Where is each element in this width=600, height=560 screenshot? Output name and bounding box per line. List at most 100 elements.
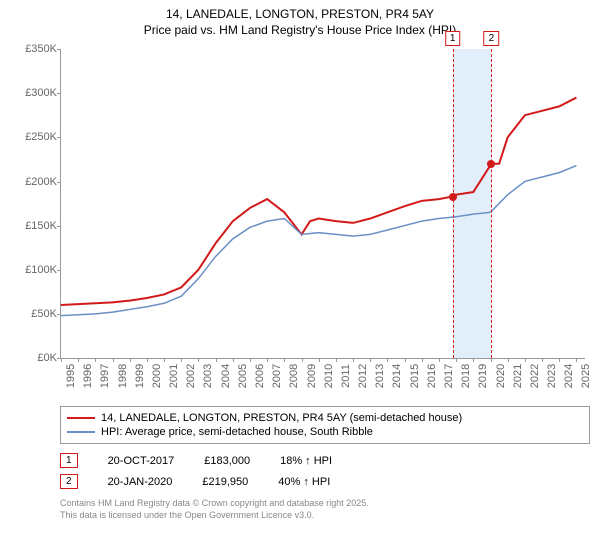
x-tick [164,358,165,362]
x-axis-label: 2004 [216,364,232,388]
event-badge: 2 [60,474,78,489]
y-axis-label: £200K [25,176,61,188]
x-tick [491,358,492,362]
chart-area: £0K£50K£100K£150K£200K£250K£300K£350K199… [10,44,590,404]
x-tick [113,358,114,362]
x-tick [267,358,268,362]
y-tick [57,226,61,227]
x-tick [542,358,543,362]
event-marker-dot [449,193,457,201]
event-date: 20-JAN-2020 [108,476,173,488]
x-axis-label: 2003 [198,364,214,388]
legend-row: HPI: Average price, semi-detached house,… [67,425,583,439]
x-tick [456,358,457,362]
events-table: 1 20-OCT-2017 £183,000 18% ↑ HPI 2 20-JA… [60,450,590,492]
event-badge: 1 [60,453,78,468]
x-tick [198,358,199,362]
x-axis-label: 2017 [439,364,455,388]
footer-line2: This data is licensed under the Open Gov… [60,510,590,522]
event-marker-line [453,49,454,358]
title-line2: Price paid vs. HM Land Registry's House … [10,23,590,39]
x-axis-label: 2018 [456,364,472,388]
x-tick [559,358,560,362]
event-marker-line [491,49,492,358]
x-tick [61,358,62,362]
event-marker-badge: 2 [484,31,500,46]
x-tick [216,358,217,362]
x-axis-label: 2006 [250,364,266,388]
x-tick [473,358,474,362]
x-axis-label: 2021 [508,364,524,388]
x-tick [525,358,526,362]
y-axis-label: £350K [25,43,61,55]
x-tick [336,358,337,362]
x-axis-label: 2020 [491,364,507,388]
x-axis-label: 2013 [370,364,386,388]
x-tick [576,358,577,362]
y-axis-label: £100K [25,264,61,276]
x-axis-label: 2015 [405,364,421,388]
x-tick [439,358,440,362]
x-tick [302,358,303,362]
legend-row: 14, LANEDALE, LONGTON, PRESTON, PR4 5AY … [67,411,583,425]
x-axis-label: 2014 [387,364,403,388]
x-axis-label: 2016 [422,364,438,388]
x-axis-label: 2008 [284,364,300,388]
y-tick [57,270,61,271]
series-line [61,98,576,305]
footer: Contains HM Land Registry data © Crown c… [60,498,590,521]
x-tick [422,358,423,362]
x-axis-label: 2002 [181,364,197,388]
chart-title: 14, LANEDALE, LONGTON, PRESTON, PR4 5AY … [10,5,590,44]
event-row: 2 20-JAN-2020 £219,950 40% ↑ HPI [60,471,590,492]
x-tick [181,358,182,362]
x-axis-label: 2024 [559,364,575,388]
series-line [61,166,576,316]
x-axis-label: 2022 [525,364,541,388]
event-price: £183,000 [204,455,250,467]
y-tick [57,49,61,50]
x-axis-label: 2023 [542,364,558,388]
x-axis-label: 1996 [78,364,94,388]
x-axis-label: 2012 [353,364,369,388]
y-tick [57,182,61,183]
x-tick [353,358,354,362]
legend-swatch [67,417,95,419]
x-axis-label: 1995 [61,364,77,388]
x-axis-label: 2011 [336,364,352,388]
x-axis-label: 2019 [473,364,489,388]
y-axis-label: £250K [25,131,61,143]
event-marker-dot [487,160,495,168]
x-axis-label: 2025 [576,364,592,388]
y-axis-label: £300K [25,87,61,99]
legend-swatch [67,431,95,433]
x-axis-label: 1999 [130,364,146,388]
x-axis-label: 2007 [267,364,283,388]
plot-region: £0K£50K£100K£150K£200K£250K£300K£350K199… [60,49,585,359]
legend: 14, LANEDALE, LONGTON, PRESTON, PR4 5AY … [60,406,590,444]
legend-label: 14, LANEDALE, LONGTON, PRESTON, PR4 5AY … [101,412,462,424]
x-axis-label: 1997 [95,364,111,388]
legend-label: HPI: Average price, semi-detached house,… [101,426,373,438]
x-axis-label: 2001 [164,364,180,388]
x-tick [130,358,131,362]
x-tick [387,358,388,362]
x-tick [78,358,79,362]
x-axis-label: 2000 [147,364,163,388]
x-tick [319,358,320,362]
x-axis-label: 2010 [319,364,335,388]
x-tick [95,358,96,362]
x-tick [370,358,371,362]
x-tick [147,358,148,362]
y-axis-label: £150K [25,220,61,232]
y-tick [57,93,61,94]
x-tick [284,358,285,362]
x-axis-label: 1998 [113,364,129,388]
footer-line1: Contains HM Land Registry data © Crown c… [60,498,590,510]
y-tick [57,314,61,315]
line-series-svg [61,49,585,358]
x-axis-label: 2005 [233,364,249,388]
x-tick [508,358,509,362]
x-axis-label: 2009 [302,364,318,388]
x-tick [405,358,406,362]
